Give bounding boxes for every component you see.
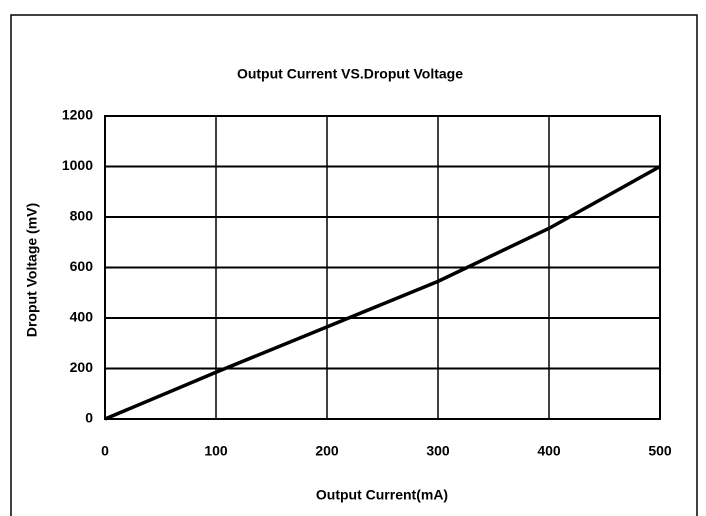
y-tick-label: 1200 (62, 107, 93, 123)
plot-border (104, 115, 661, 420)
x-tick-label: 500 (648, 443, 672, 459)
x-tick-label: 0 (101, 443, 109, 459)
x-tick-label: 400 (537, 443, 561, 459)
data-line (104, 164, 661, 421)
x-axis-label: Output Current(mA) (316, 487, 448, 503)
x-tick-label: 200 (315, 443, 339, 459)
y-tick-label: 800 (70, 208, 94, 224)
y-tick-label: 0 (85, 410, 93, 426)
x-tick-label: 100 (204, 443, 228, 459)
x-tick-label: 300 (426, 443, 450, 459)
y-tick-label: 600 (70, 258, 94, 274)
y-tick-label: 200 (70, 359, 94, 375)
y-tick-label: 1000 (62, 157, 93, 173)
y-axis-label: Droput Voltage (mV) (24, 203, 40, 337)
y-tick-label: 400 (70, 309, 94, 325)
chart-title: Output Current VS.Droput Voltage (237, 66, 463, 82)
chart-frame (10, 14, 698, 516)
